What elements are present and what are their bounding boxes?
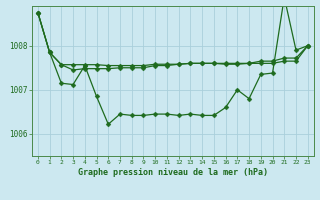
X-axis label: Graphe pression niveau de la mer (hPa): Graphe pression niveau de la mer (hPa) xyxy=(78,168,268,177)
